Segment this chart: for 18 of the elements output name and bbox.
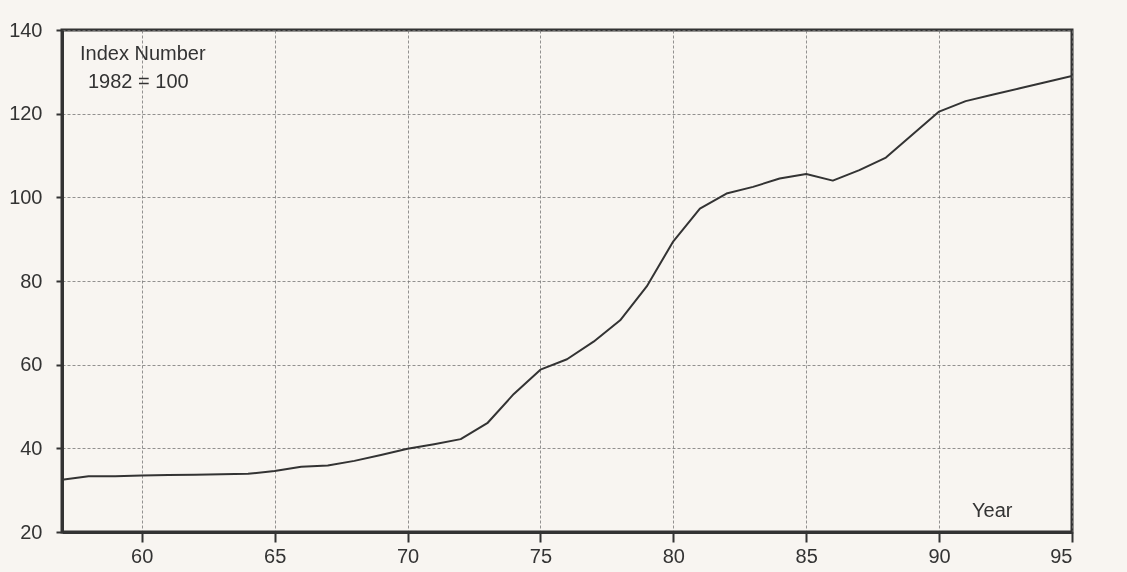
x-tick-label: 85 xyxy=(795,544,818,567)
x-tick-label: 65 xyxy=(264,544,287,567)
y-axis-title: Index Number xyxy=(80,42,206,64)
y-tick-label: 40 xyxy=(20,436,43,459)
y-tick-label: 80 xyxy=(20,269,43,292)
y-tick-label: 60 xyxy=(20,353,43,376)
x-tick-label: 70 xyxy=(396,544,420,567)
y-tick-label: 120 xyxy=(9,102,43,125)
x-axis-title: Year xyxy=(972,498,1013,521)
annotation: 1982 = 100 xyxy=(88,70,189,92)
x-tick-label: 75 xyxy=(529,544,553,567)
y-tick-label: 20 xyxy=(20,520,43,543)
x-tick-label: 80 xyxy=(662,544,685,567)
x-tick-label: 90 xyxy=(928,544,951,567)
x-tick-label: 95 xyxy=(1050,544,1073,567)
x-tick-label: 60 xyxy=(131,544,154,567)
y-tick-label: 140 xyxy=(9,18,43,41)
y-tick-label: 100 xyxy=(9,185,43,208)
